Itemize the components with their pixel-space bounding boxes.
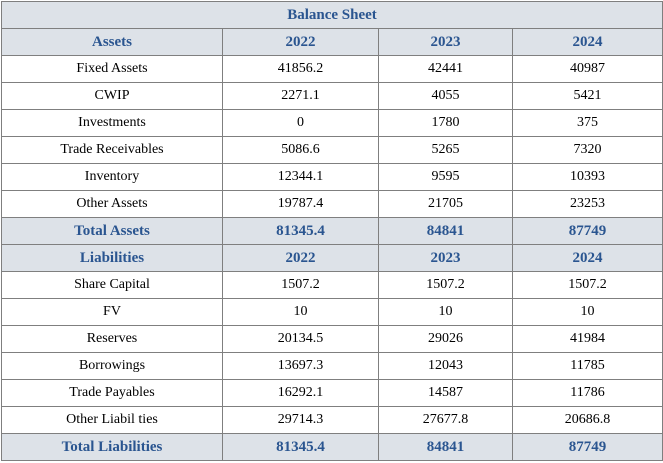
cell-value: 41856.2: [222, 55, 379, 83]
cell-value: 1507.2: [378, 271, 513, 299]
cell-value: 40987: [511, 55, 663, 83]
row-label: Share Capital: [1, 271, 223, 299]
table-row: Borrowings 13697.3 12043 11785: [1, 352, 663, 380]
cell-value: 20134.5: [222, 325, 379, 353]
row-label: Other Liabil ties: [1, 406, 223, 434]
cell-value: 41984: [511, 325, 663, 353]
table-row: Other Liabil ties 29714.3 27677.8 20686.…: [1, 406, 663, 434]
row-label: Inventory: [1, 163, 223, 191]
table-row: FV 10 10 10: [1, 298, 663, 326]
total-value: 81345.4: [222, 433, 379, 461]
total-value: 84841: [378, 433, 513, 461]
cell-value: 27677.8: [378, 406, 513, 434]
cell-value: 29026: [378, 325, 513, 353]
assets-header-year: 2024: [511, 28, 663, 56]
total-label: Total Liabilities: [1, 433, 223, 461]
cell-value: 20686.8: [511, 406, 663, 434]
cell-value: 12344.1: [222, 163, 379, 191]
liabilities-header-year: 2024: [511, 244, 663, 272]
total-label: Total Assets: [1, 217, 223, 245]
liabilities-header-label: Liabilities: [1, 244, 223, 272]
cell-value: 1780: [378, 109, 513, 137]
assets-header-year: 2022: [222, 28, 379, 56]
liabilities-header-year: 2023: [378, 244, 513, 272]
cell-value: 10: [222, 298, 379, 326]
cell-value: 1507.2: [222, 271, 379, 299]
cell-value: 19787.4: [222, 190, 379, 218]
assets-header-row: Assets 2022 2023 2024: [1, 28, 663, 56]
cell-value: 21705: [378, 190, 513, 218]
cell-value: 2271.1: [222, 82, 379, 110]
cell-value: 29714.3: [222, 406, 379, 434]
cell-value: 375: [511, 109, 663, 137]
total-value: 84841: [378, 217, 513, 245]
liabilities-header-year: 2022: [222, 244, 379, 272]
cell-value: 0: [222, 109, 379, 137]
cell-value: 5265: [378, 136, 513, 164]
cell-value: 13697.3: [222, 352, 379, 380]
table-row: Other Assets 19787.4 21705 23253: [1, 190, 663, 218]
cell-value: 7320: [511, 136, 663, 164]
cell-value: 10: [378, 298, 513, 326]
table-row: CWIP 2271.1 4055 5421: [1, 82, 663, 110]
cell-value: 10393: [511, 163, 663, 191]
total-liabilities-row: Total Liabilities 81345.4 84841 87749: [1, 433, 663, 461]
table-row: Inventory 12344.1 9595 10393: [1, 163, 663, 191]
cell-value: 12043: [378, 352, 513, 380]
row-label: Trade Payables: [1, 379, 223, 407]
cell-value: 11786: [511, 379, 663, 407]
row-label: Fixed Assets: [1, 55, 223, 83]
row-label: Trade Receivables: [1, 136, 223, 164]
cell-value: 23253: [511, 190, 663, 218]
cell-value: 4055: [378, 82, 513, 110]
cell-value: 5086.6: [222, 136, 379, 164]
cell-value: 5421: [511, 82, 663, 110]
total-value: 87749: [511, 217, 663, 245]
row-label: FV: [1, 298, 223, 326]
total-value: 81345.4: [222, 217, 379, 245]
table-row: Share Capital 1507.2 1507.2 1507.2: [1, 271, 663, 299]
cell-value: 14587: [378, 379, 513, 407]
cell-value: 1507.2: [511, 271, 663, 299]
table-row: Trade Payables 16292.1 14587 11786: [1, 379, 663, 407]
row-label: CWIP: [1, 82, 223, 110]
table-row: Trade Receivables 5086.6 5265 7320: [1, 136, 663, 164]
row-label: Borrowings: [1, 352, 223, 380]
row-label: Reserves: [1, 325, 223, 353]
cell-value: 9595: [378, 163, 513, 191]
liabilities-header-row: Liabilities 2022 2023 2024: [1, 244, 663, 272]
row-label: Other Assets: [1, 190, 223, 218]
cell-value: 10: [511, 298, 663, 326]
title-row: Balance Sheet: [0, 1, 663, 29]
table-row: Reserves 20134.5 29026 41984: [1, 325, 663, 353]
cell-value: 11785: [511, 352, 663, 380]
assets-header-label: Assets: [1, 28, 223, 56]
cell-value: 42441: [378, 55, 513, 83]
assets-header-year: 2023: [378, 28, 513, 56]
row-label: Investments: [1, 109, 223, 137]
table-title: Balance Sheet: [0, 1, 663, 29]
table-row: Investments 0 1780 375: [1, 109, 663, 137]
total-assets-row: Total Assets 81345.4 84841 87749: [1, 217, 663, 245]
table-row: Fixed Assets 41856.2 42441 40987: [1, 55, 663, 83]
total-value: 87749: [511, 433, 663, 461]
cell-value: 16292.1: [222, 379, 379, 407]
